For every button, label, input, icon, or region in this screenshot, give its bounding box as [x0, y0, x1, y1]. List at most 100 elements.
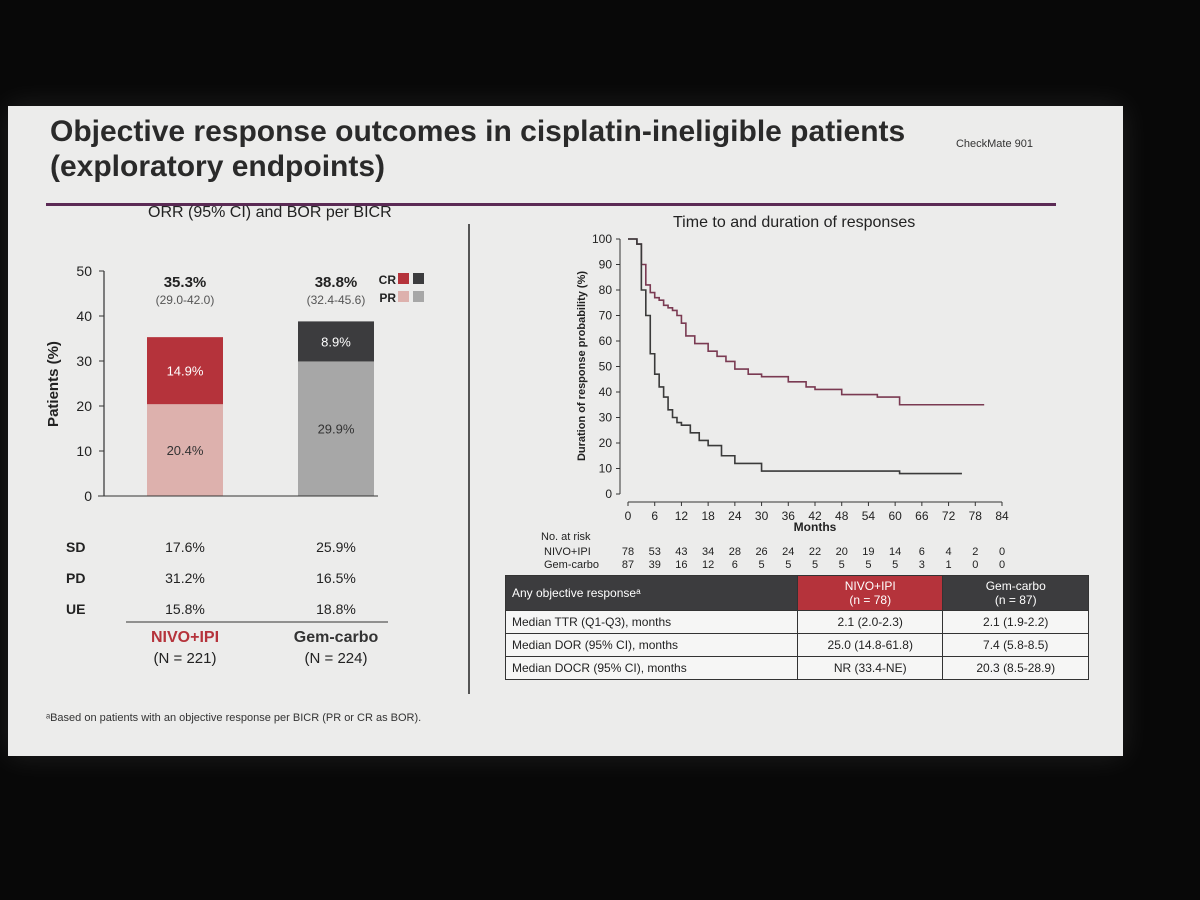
orr-ci: (32.4-45.6) [307, 293, 366, 307]
table-header-gem: Gem-carbo (n = 87) [942, 575, 1089, 611]
bar-pr [298, 361, 374, 496]
km-x-tick-label: 12 [675, 509, 689, 523]
km-y-tick-label: 20 [599, 436, 613, 450]
bar-cr-label: 14.9% [167, 364, 204, 379]
slide-title-line2: (exploratory endpoints) [50, 150, 386, 183]
bor-value-nivo: 17.6% [165, 539, 205, 555]
slide-title: Objective response outcomes in cisplatin… [50, 114, 950, 184]
at-risk-value: 0 [972, 559, 978, 571]
km-x-tick-label: 18 [701, 509, 715, 523]
km-y-tick-label: 60 [599, 334, 613, 348]
bar-category-n: (N = 221) [154, 650, 217, 667]
km-y-tick-label: 30 [599, 411, 613, 425]
bor-value-nivo: 15.8% [165, 601, 205, 617]
at-risk-value: 0 [999, 559, 1005, 571]
table-row-label: Median DOR (95% CI), months [505, 633, 798, 657]
at-risk-value: 39 [649, 559, 661, 571]
at-risk-value: 53 [649, 546, 661, 558]
at-risk-value: 20 [836, 546, 848, 558]
bar-pr [147, 404, 223, 496]
at-risk-value: 6 [919, 546, 925, 558]
km-line-gem [628, 238, 962, 475]
table-row-label: Median DOCR (95% CI), months [505, 656, 798, 680]
at-risk-value: 12 [702, 559, 714, 571]
bar-y-tick-label: 50 [76, 263, 92, 279]
bar-y-tick-label: 40 [76, 308, 92, 324]
bar-y-tick-label: 0 [84, 488, 92, 504]
bar-category-label: Gem-carbo [294, 629, 379, 646]
orr-value: 35.3% [164, 274, 207, 291]
km-x-tick-label: 42 [808, 509, 822, 523]
at-risk-value: 5 [865, 559, 871, 571]
at-risk-value: 5 [785, 559, 791, 571]
at-risk-value: 22 [809, 546, 821, 558]
at-risk-value: 5 [839, 559, 845, 571]
at-risk-value: 2 [972, 546, 978, 558]
at-risk-value: 0 [999, 546, 1005, 558]
legend-pr-gem-swatch [413, 291, 424, 302]
km-chart-title: Time to and duration of responses [673, 214, 916, 231]
km-x-tick-label: 36 [782, 509, 796, 523]
at-risk-value: 1 [946, 559, 952, 571]
table-header-row: Any objective responseᵃ NIVO+IPI (n = 78… [505, 575, 1089, 611]
bor-value-gem: 18.8% [316, 601, 356, 617]
footnote: ᵃBased on patients with an objective res… [46, 712, 422, 724]
km-x-axis-label: Months [794, 520, 837, 534]
at-risk-value: 16 [675, 559, 687, 571]
table-row: Median DOCR (95% CI), months NR (33.4-NE… [505, 656, 1089, 680]
bor-value-gem: 25.9% [316, 539, 356, 555]
projection-screen: Objective response outcomes in cisplatin… [8, 106, 1123, 756]
legend-cr-gem-swatch [413, 273, 424, 284]
bor-row-label: SD [66, 539, 85, 555]
at-risk-value: 14 [889, 546, 901, 558]
km-x-tick-label: 0 [625, 509, 632, 523]
legend-cr-nivo-swatch [398, 273, 409, 284]
table-header-nivo: NIVO+IPI (n = 78) [796, 575, 944, 611]
bar-pr-label: 29.9% [318, 422, 355, 437]
at-risk-value: 3 [919, 559, 925, 571]
km-y-tick-label: 0 [605, 487, 612, 501]
panel-divider [468, 224, 470, 694]
km-y-tick-label: 40 [599, 385, 613, 399]
km-x-tick-label: 66 [915, 509, 929, 523]
bor-value-nivo: 31.2% [165, 570, 205, 586]
at-risk-value: 87 [622, 559, 634, 571]
study-tag: CheckMate 901 [955, 138, 1033, 150]
at-risk-value: 78 [622, 546, 634, 558]
table-header-nivo-n: (n = 78) [849, 593, 892, 607]
table-row-label: Median TTR (Q1-Q3), months [505, 610, 798, 634]
bar-y-tick-label: 10 [76, 443, 92, 459]
table-cell-nivo: 25.0 (14.8-61.8) [796, 633, 944, 657]
table-cell-gem: 20.3 (8.5-28.9) [942, 656, 1089, 680]
bor-row-label: UE [66, 601, 85, 617]
bor-value-gem: 16.5% [316, 570, 356, 586]
table-cell-nivo: NR (33.4-NE) [796, 656, 944, 680]
table-header-gem-n: (n = 87) [994, 593, 1037, 607]
table-cell-nivo: 2.1 (2.0-2.3) [796, 610, 944, 634]
bor-row-label: PD [66, 570, 85, 586]
km-y-tick-label: 70 [599, 309, 613, 323]
at-risk-value: 4 [946, 546, 952, 558]
bar-cr [298, 321, 374, 362]
table-row: Median DOR (95% CI), months 25.0 (14.8-6… [505, 633, 1089, 657]
bar-category-n: (N = 224) [305, 650, 368, 667]
at-risk-value: 26 [755, 546, 767, 558]
km-x-tick-label: 48 [835, 509, 849, 523]
at-risk-value: 6 [732, 559, 738, 571]
title-rule [46, 203, 1056, 206]
km-x-tick-label: 60 [888, 509, 902, 523]
table-header-gem-name: Gem-carbo [985, 579, 1046, 593]
km-x-tick-label: 24 [728, 509, 742, 523]
legend-cr-label: CR [379, 273, 397, 287]
at-risk-value: 34 [702, 546, 714, 558]
bar-pr-label: 20.4% [167, 443, 204, 458]
bar-cr-label: 8.9% [321, 334, 351, 349]
km-y-tick-label: 90 [599, 258, 613, 272]
legend-pr-nivo-swatch [398, 291, 409, 302]
at-risk-row-name: NIVO+IPI [544, 546, 591, 558]
orr-ci: (29.0-42.0) [156, 293, 215, 307]
orr-value: 38.8% [315, 274, 358, 291]
table-row: Median TTR (Q1-Q3), months 2.1 (2.0-2.3)… [505, 610, 1089, 634]
at-risk-value: 5 [812, 559, 818, 571]
